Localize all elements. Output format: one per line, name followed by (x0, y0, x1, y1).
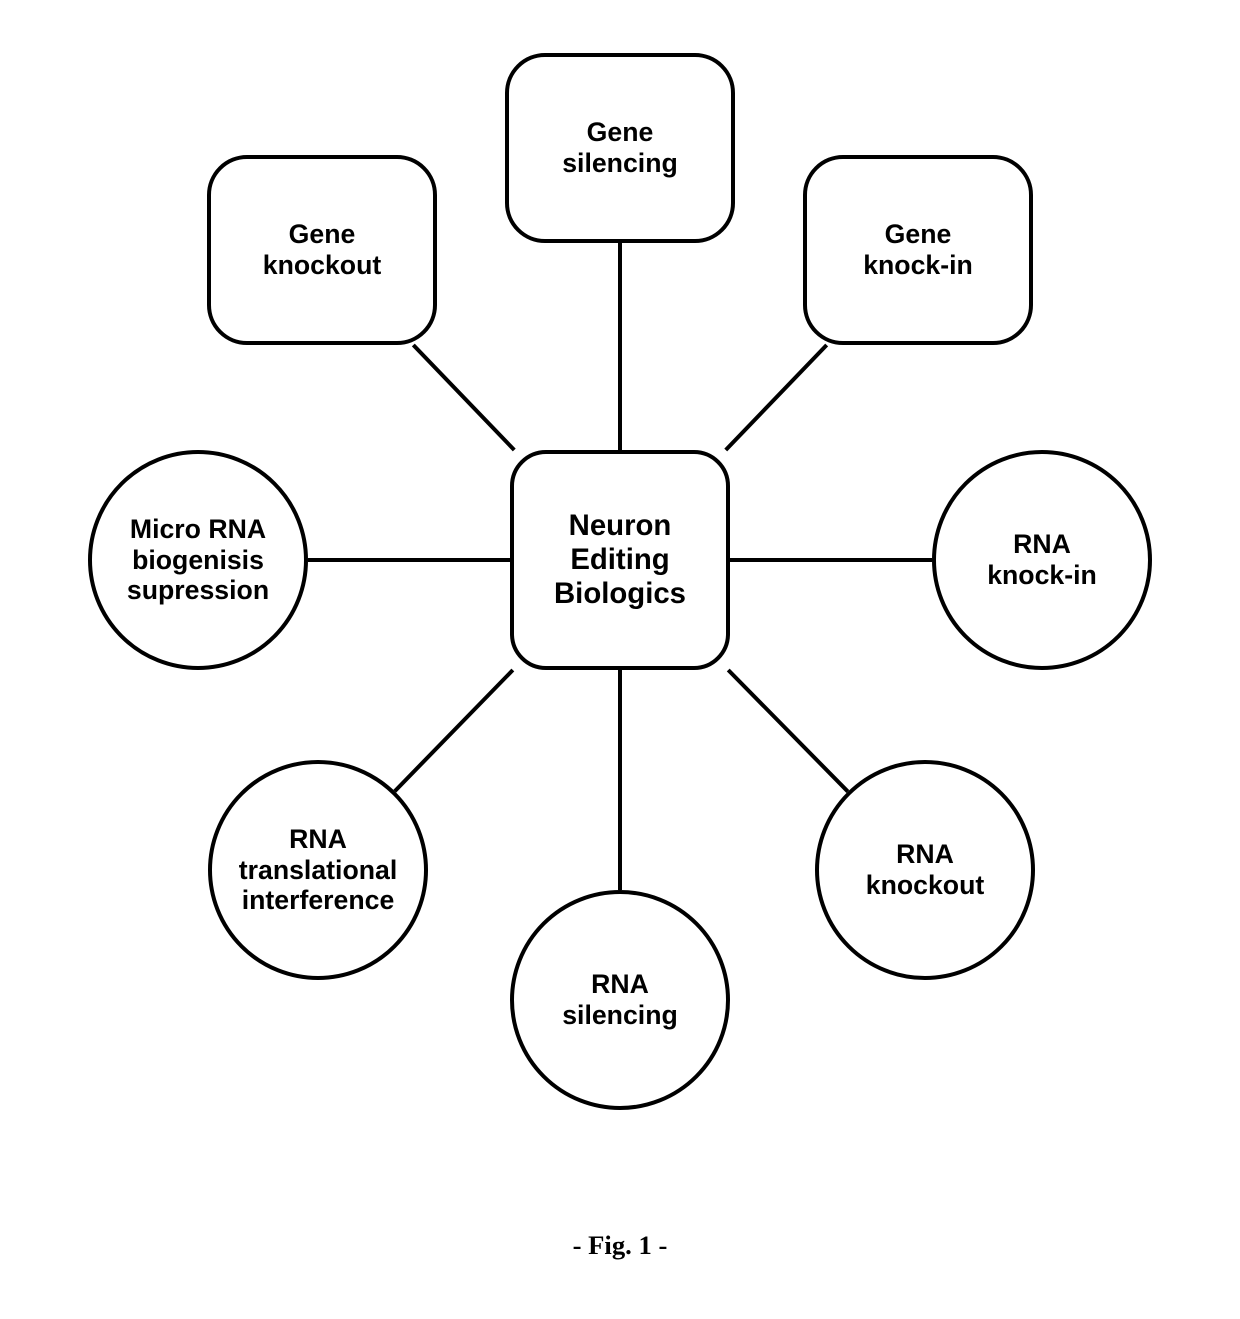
node-micro-rna-supp: Micro RNA biogenisis supression (88, 450, 308, 670)
node-label-gene-knock-in: Gene knock-in (863, 219, 973, 280)
node-label-rna-silencing: RNA silencing (562, 969, 678, 1030)
node-label-rna-knockout: RNA knockout (866, 839, 984, 900)
node-rna-silencing: RNA silencing (510, 890, 730, 1110)
node-gene-knock-in: Gene knock-in (803, 155, 1033, 345)
node-center: Neuron Editing Biologics (510, 450, 730, 670)
node-rna-knockout: RNA knockout (815, 760, 1035, 980)
node-label-rna-knock-in: RNA knock-in (987, 529, 1097, 590)
node-rna-trans-interf: RNA translational interference (208, 760, 428, 980)
node-gene-knockout: Gene knockout (207, 155, 437, 345)
diagram-canvas: { "canvas": { "width": 1240, "height": 1… (0, 0, 1240, 1319)
node-label-center: Neuron Editing Biologics (554, 509, 686, 610)
figure-caption-text: - Fig. 1 - (573, 1230, 668, 1260)
node-label-gene-silencing: Gene silencing (562, 117, 678, 178)
node-label-micro-rna-supp: Micro RNA biogenisis supression (127, 514, 269, 606)
node-gene-silencing: Gene silencing (505, 53, 735, 243)
figure-caption: - Fig. 1 - (0, 1230, 1240, 1261)
node-rna-knock-in: RNA knock-in (932, 450, 1152, 670)
node-label-rna-trans-interf: RNA translational interference (239, 824, 398, 916)
node-label-gene-knockout: Gene knockout (263, 219, 381, 280)
